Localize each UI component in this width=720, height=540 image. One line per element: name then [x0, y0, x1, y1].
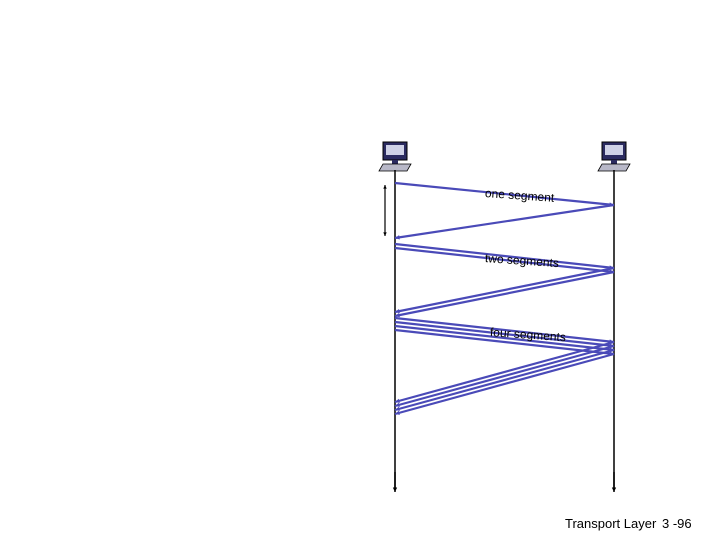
footer-page: 3 -96 [662, 516, 692, 531]
footer-chapter: Transport Layer [565, 516, 656, 531]
diagram-canvas [0, 0, 720, 540]
